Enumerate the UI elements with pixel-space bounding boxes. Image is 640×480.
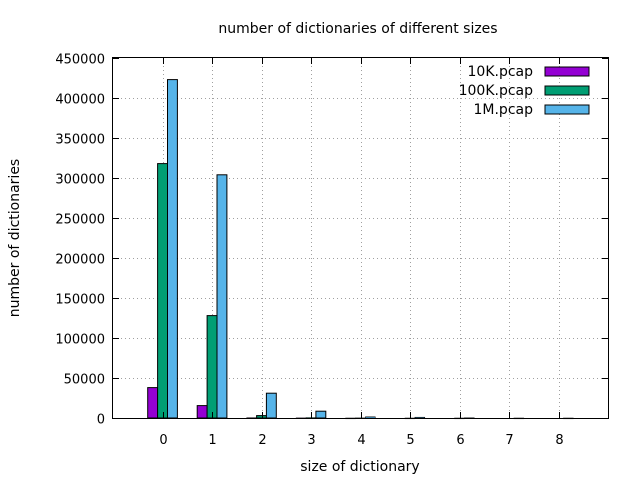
bars	[147, 79, 574, 420]
y-tick-label: 200000	[55, 253, 105, 268]
y-tick-label: 150000	[55, 293, 105, 308]
legend: 10K.pcap 100K.pcap 1M.pcap	[459, 64, 590, 118]
y-tick-label: 100000	[55, 333, 105, 348]
y-tick-label: 250000	[55, 213, 105, 228]
y-tick-label: 450000	[55, 53, 105, 68]
legend-label: 100K.pcap	[459, 83, 534, 99]
x-tick-label: 0	[159, 433, 167, 448]
bar	[157, 163, 169, 419]
bar	[256, 415, 268, 419]
legend-label: 10K.pcap	[468, 64, 534, 80]
x-tick-label: 7	[505, 433, 513, 448]
y-tick-label: 400000	[55, 93, 105, 108]
x-tick-label: 6	[456, 433, 464, 448]
legend-swatch	[544, 66, 590, 77]
y-tick-label: 0	[97, 413, 105, 428]
x-axis-label: size of dictionary	[300, 459, 419, 475]
x-axis: 0 1 2 3 4 5 6 7 8	[159, 58, 564, 448]
plot-frame	[112, 57, 609, 419]
y-tick-label: 50000	[64, 373, 105, 388]
bar	[315, 410, 327, 419]
legend-swatch	[544, 104, 590, 115]
bar	[265, 392, 277, 419]
bar	[196, 405, 208, 419]
chart-title: number of dictionaries of different size…	[218, 21, 497, 37]
x-tick-label: 1	[208, 433, 216, 448]
legend-label: 1M.pcap	[474, 102, 534, 118]
y-tick-label: 300000	[55, 173, 105, 188]
bar	[365, 416, 376, 419]
bar	[206, 315, 218, 419]
bar	[414, 416, 426, 419]
x-tick-label: 4	[357, 433, 365, 448]
bar	[147, 387, 159, 419]
bar	[216, 174, 228, 419]
y-axis-label: number of dictionaries	[7, 159, 23, 317]
y-axis: 0 50000 100000 150000 200000 250000 300000 3500…	[55, 53, 608, 428]
grid-lines	[113, 58, 608, 418]
x-tick-label: 5	[406, 433, 414, 448]
legend-swatch	[544, 85, 590, 96]
x-tick-label: 2	[258, 433, 266, 448]
bar	[167, 79, 178, 419]
y-tick-label: 350000	[55, 133, 105, 148]
x-tick-label: 3	[307, 433, 315, 448]
x-tick-label: 8	[555, 433, 563, 448]
